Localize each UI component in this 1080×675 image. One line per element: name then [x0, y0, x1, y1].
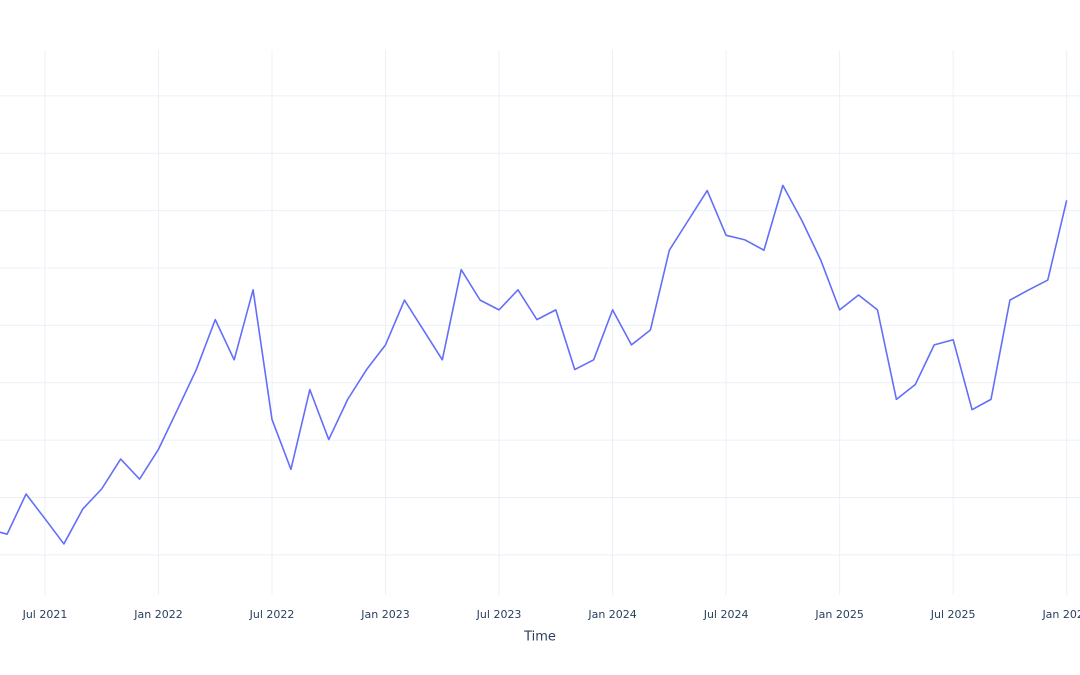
- grid: [0, 50, 1080, 595]
- x-tick-label: Jan 2023: [360, 608, 409, 621]
- x-tick-label: Jul 2024: [703, 608, 749, 621]
- x-axis-title: Time: [523, 630, 556, 645]
- x-tick-label: Jul 2022: [249, 608, 295, 621]
- x-tick-label: Jan 2026: [1041, 608, 1080, 621]
- x-tick-label: Jul 2021: [22, 608, 68, 621]
- x-tick-label: Jan 2024: [587, 608, 636, 621]
- data-line: [0, 184, 1068, 545]
- axes: Jul 2021 Jan 2022 Jul 2022 Jan 2023 Jul 2023…: [22, 608, 1080, 621]
- x-tick-label: Jul 2025: [930, 608, 976, 621]
- x-tick-label: Jan 2022: [133, 608, 182, 621]
- x-tick-label: Jul 2023: [476, 608, 522, 621]
- x-tick-label: Jan 2025: [814, 608, 863, 621]
- plot-area: [0, 184, 1068, 545]
